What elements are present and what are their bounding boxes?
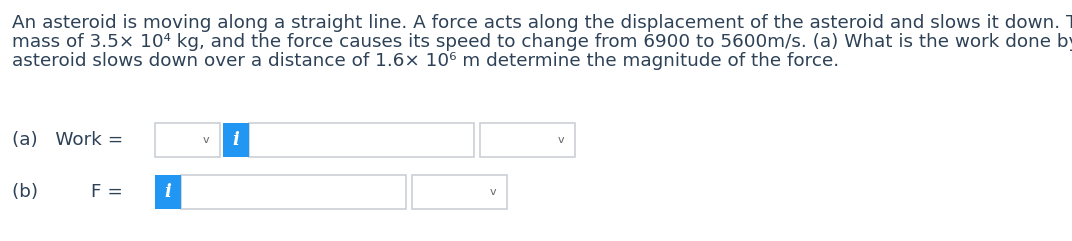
FancyBboxPatch shape	[155, 175, 181, 209]
FancyBboxPatch shape	[412, 175, 507, 209]
Text: asteroid slows down over a distance of 1.6× 10⁶ m determine the magnitude of the: asteroid slows down over a distance of 1…	[12, 52, 839, 70]
FancyBboxPatch shape	[223, 123, 249, 157]
Text: mass of 3.5× 10⁴ kg, and the force causes its speed to change from 6900 to 5600m: mass of 3.5× 10⁴ kg, and the force cause…	[12, 33, 1072, 51]
FancyBboxPatch shape	[249, 123, 474, 157]
Text: (a)   Work =: (a) Work =	[12, 131, 123, 149]
Text: An asteroid is moving along a straight line. A force acts along the displacement: An asteroid is moving along a straight l…	[12, 14, 1072, 32]
Text: v: v	[490, 187, 496, 197]
FancyBboxPatch shape	[181, 175, 406, 209]
FancyBboxPatch shape	[480, 123, 575, 157]
Text: i: i	[233, 131, 239, 149]
Text: v: v	[203, 135, 209, 145]
Text: v: v	[557, 135, 564, 145]
Text: (b)         F =: (b) F =	[12, 183, 123, 201]
Text: i: i	[165, 183, 172, 201]
FancyBboxPatch shape	[155, 123, 220, 157]
